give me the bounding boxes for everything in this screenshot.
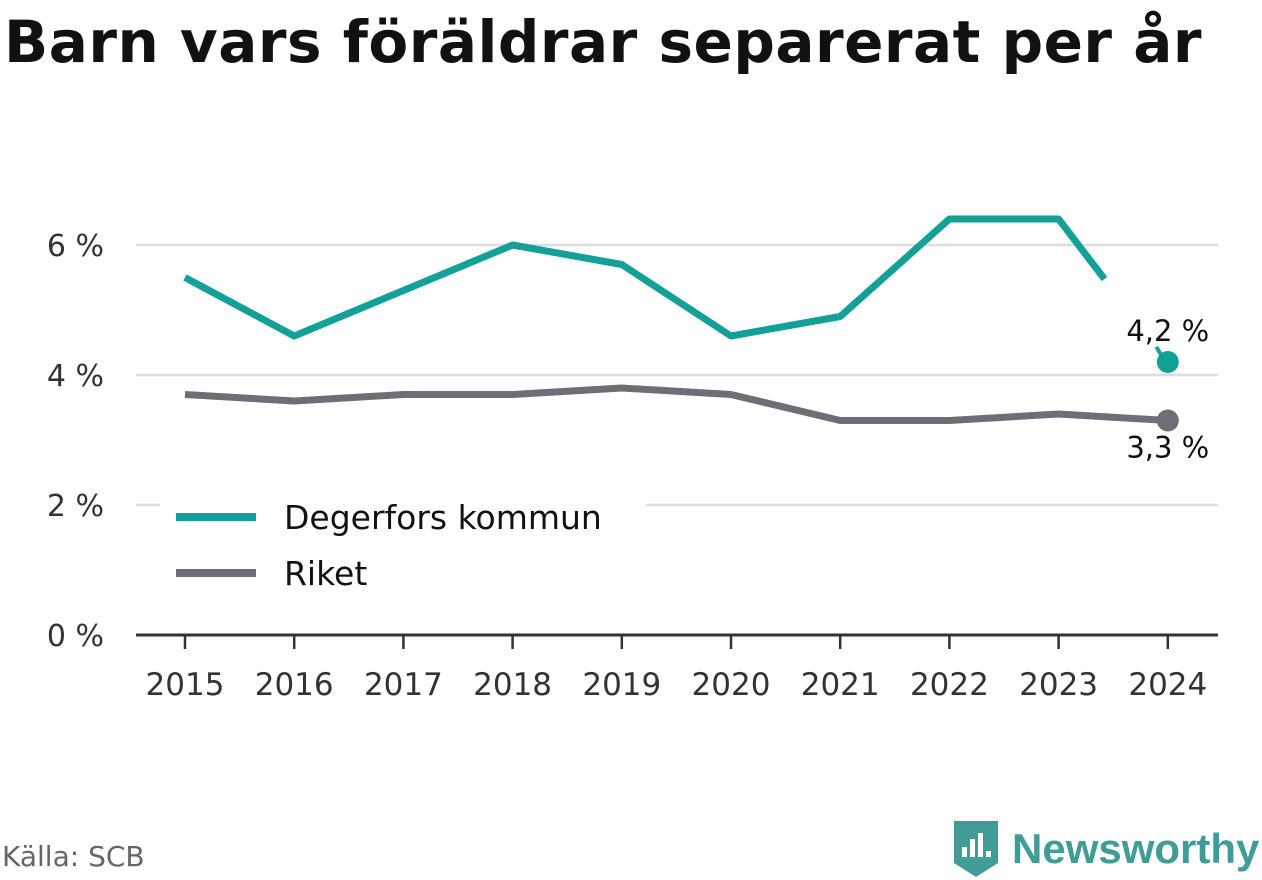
series-line [183,215,1108,340]
brand-name: Newsworthy [1012,825,1260,872]
y-tick-label: 0 % [47,619,104,654]
source-note: Källa: SCB [2,840,145,873]
x-tick-label: 2022 [910,667,989,703]
x-tick-label: 2024 [1128,667,1207,703]
x-tick-label: 2015 [146,667,225,703]
y-tick-label: 2 % [47,489,104,524]
legend: Degerfors kommun Riket [160,488,646,608]
series-end-point [1156,409,1179,432]
x-tick-label: 2018 [473,667,552,703]
x-tick-label: 2019 [582,667,661,703]
legend-label: Degerfors kommun [284,498,602,537]
x-tick-label: 2023 [1019,667,1098,703]
y-tick-label: 6 % [47,229,104,264]
y-tick-label: 4 % [47,359,104,394]
end-label-degerfors: 4,2 % [1126,314,1209,348]
end-label-riket: 3,3 % [1126,431,1209,465]
x-tick-label: 2017 [364,667,443,703]
y-axis-ticks: 0 % 2 % 4 % 6 % [47,229,104,654]
grid-lines [136,243,1218,507]
end-labels: 4,2 % 3,3 % [1126,314,1209,465]
x-tick-label: 2021 [801,667,880,703]
legend-background [160,488,646,608]
legend-label: Riket [284,554,367,593]
series-line [184,384,1169,424]
brand-logo[interactable]: Newsworthy [950,818,1259,880]
x-tick-label: 2016 [255,667,334,703]
series-lines [183,215,1179,432]
x-tick-label: 2020 [692,667,771,703]
newsworthy-logo-icon [954,821,998,877]
series-end-point [1156,351,1179,373]
x-axis: 2015 2016 2017 2018 2019 2020 2021 2022 2023 2024 [136,633,1218,703]
chart-title: Barn vars föräldrar separerat per år [4,8,1202,76]
